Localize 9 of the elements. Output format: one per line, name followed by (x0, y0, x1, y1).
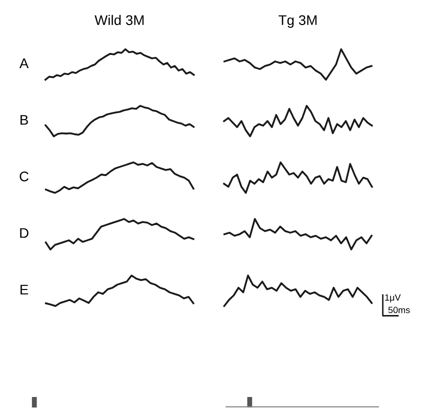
y-axis-title: D (20, 228, 28, 238)
chart-title: Tg 3M (278, 15, 317, 28)
y-axis-title: A (19, 58, 29, 68)
y-axis-title: E (20, 284, 28, 294)
text: 50ms (388, 306, 410, 314)
y-axis-title: B (20, 115, 28, 125)
chart-title: Wild 3M (94, 14, 144, 26)
y-axis-title: C (20, 172, 29, 182)
text: 1μV (385, 294, 401, 302)
